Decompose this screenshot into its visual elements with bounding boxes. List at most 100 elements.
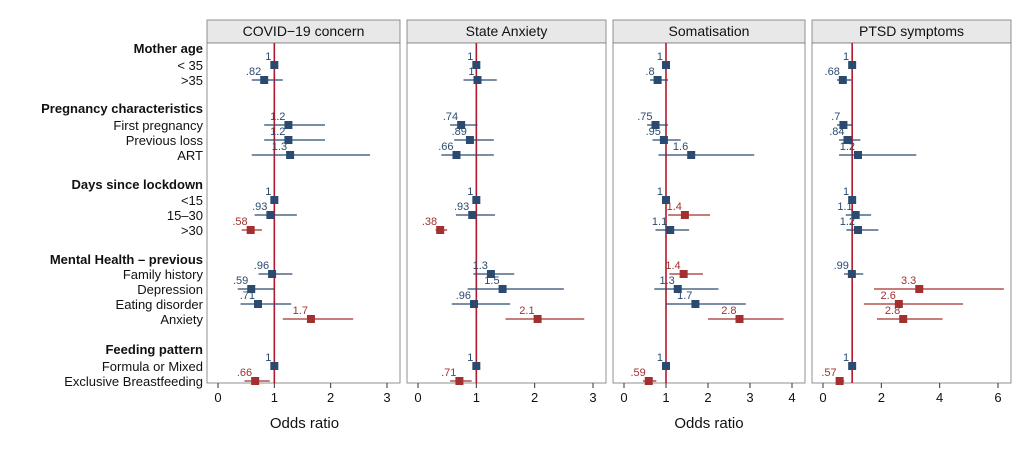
estimate-marker (847, 270, 856, 278)
row-label: Family history (123, 267, 204, 282)
value-label: .71 (441, 367, 456, 379)
value-label: 1 (265, 186, 271, 198)
estimate-marker (659, 136, 668, 144)
x-tick-label: 3 (383, 390, 390, 405)
estimate-marker (270, 61, 279, 69)
estimate-marker (268, 270, 277, 278)
estimate-marker (251, 377, 260, 385)
value-label: 1.4 (667, 201, 682, 213)
panel-frame (811, 42, 1012, 384)
value-label: .68 (825, 66, 840, 78)
panel-title: COVID−19 concern (243, 23, 365, 39)
estimate-marker (680, 211, 689, 219)
x-tick-label: 2 (327, 390, 334, 405)
estimate-marker (848, 61, 857, 69)
value-label: .57 (821, 367, 836, 379)
value-label: 1 (843, 352, 849, 364)
estimate-marker (851, 211, 860, 219)
row-label: 15–30 (167, 208, 203, 223)
value-label: 1 (467, 186, 473, 198)
value-label: 1.2 (270, 111, 285, 123)
estimate-marker (253, 300, 262, 308)
estimate-marker (533, 315, 542, 323)
estimate-marker (457, 121, 466, 129)
estimate-marker (662, 362, 670, 370)
value-label: 1 (467, 51, 473, 63)
row-label: >30 (181, 223, 203, 238)
x-tick-label: 2 (878, 390, 885, 405)
group-label: Mental Health – previous (50, 252, 203, 267)
estimate-marker (653, 76, 662, 84)
row-label: First pregnancy (113, 118, 203, 133)
estimate-marker (839, 121, 848, 129)
estimate-marker (247, 285, 256, 293)
value-label: 1.1 (837, 201, 852, 213)
value-label: 1.7 (677, 290, 692, 302)
value-label: .99 (834, 260, 849, 272)
estimate-marker (691, 300, 700, 308)
value-label: .93 (454, 201, 469, 213)
value-label: 1.4 (665, 260, 680, 272)
value-label: 1.1 (652, 216, 667, 228)
value-label: 1 (843, 51, 849, 63)
group-label: Mother age (134, 41, 203, 56)
value-label: 1.2 (840, 216, 855, 228)
value-label: 1 (265, 352, 271, 364)
estimate-marker (452, 151, 461, 159)
x-axis-title: Odds ratio (674, 415, 743, 432)
row-label: ART (177, 148, 203, 163)
value-label: .66 (438, 141, 453, 153)
estimate-marker (854, 226, 862, 234)
x-axis-title: Odds ratio (270, 415, 339, 432)
value-label: .74 (443, 111, 458, 123)
row-label: Previous loss (126, 133, 204, 148)
estimate-marker (284, 136, 293, 144)
estimate-marker (465, 136, 474, 144)
estimate-marker (436, 226, 445, 234)
panel-frame (612, 42, 806, 384)
x-tick-label: 2 (531, 390, 538, 405)
estimate-marker (673, 285, 682, 293)
estimate-marker (835, 377, 844, 385)
x-tick-label: 4 (788, 390, 795, 405)
x-tick-label: 0 (819, 390, 826, 405)
value-label: 1 (265, 51, 271, 63)
estimate-marker (266, 211, 275, 219)
value-label: 1.7 (293, 305, 308, 317)
estimate-marker (246, 226, 255, 234)
panel-frame (406, 42, 607, 384)
estimate-marker (472, 362, 481, 370)
estimate-marker (306, 315, 315, 323)
estimate-marker (679, 270, 688, 278)
estimate-marker (473, 76, 482, 84)
estimate-marker (472, 61, 481, 69)
estimate-marker (899, 315, 908, 323)
estimate-marker (687, 151, 696, 159)
value-label: .75 (637, 111, 652, 123)
value-label: 1 (843, 186, 849, 198)
value-label: 2.6 (881, 290, 896, 302)
estimate-marker (486, 270, 495, 278)
value-label: .82 (246, 66, 261, 78)
estimate-marker (270, 362, 279, 370)
value-label: 1 (467, 352, 473, 364)
row-label: >35 (181, 73, 203, 88)
estimate-marker (843, 136, 852, 144)
row-label: Exclusive Breastfeeding (64, 374, 203, 389)
estimate-marker (260, 76, 269, 84)
x-tick-label: 1 (271, 390, 278, 405)
value-label: 1.3 (473, 260, 488, 272)
value-label: 1.6 (673, 141, 688, 153)
panel-title: PTSD symptoms (859, 23, 964, 39)
estimate-marker (468, 211, 477, 219)
estimate-marker (854, 151, 862, 159)
estimate-marker (915, 285, 924, 293)
panel-frame (206, 42, 401, 384)
row-label: Eating disorder (116, 297, 204, 312)
value-label: .59 (630, 367, 645, 379)
group-label: Feeding pattern (105, 342, 203, 357)
x-tick-label: 3 (589, 390, 596, 405)
value-label: .84 (829, 126, 844, 138)
x-tick-label: 1 (473, 390, 480, 405)
estimate-marker (662, 61, 670, 69)
